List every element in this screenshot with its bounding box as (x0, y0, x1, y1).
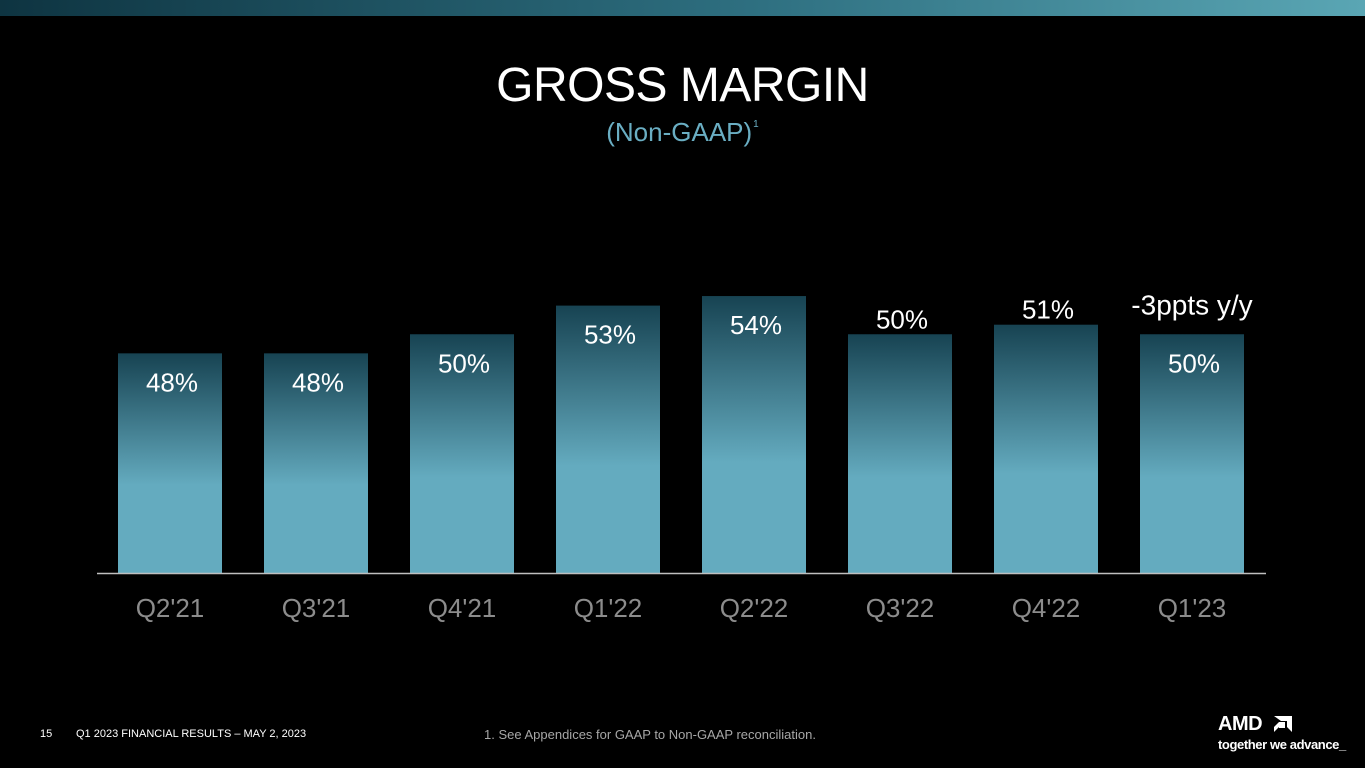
brand-tagline: together we advance_ (1218, 737, 1346, 752)
tick-label-Q4'21: Q4'21 (428, 593, 497, 623)
data-label-Q1'23: 50% (1168, 348, 1220, 378)
brand-wordmark: AMD (1218, 713, 1263, 735)
tick-label-Q2'22: Q2'22 (720, 593, 789, 623)
amd-logo: AMD together we advance_ (1218, 713, 1348, 757)
data-label-Q4'21: 50% (438, 348, 490, 378)
bar-Q3'21 (264, 353, 368, 573)
tick-label-Q3'21: Q3'21 (282, 593, 351, 623)
bar-Q2'21 (118, 353, 222, 573)
subtitle-text: (Non-GAAP) (606, 117, 753, 147)
bar-Q1'23 (1140, 334, 1244, 573)
bar-Q3'22 (848, 334, 952, 573)
top-accent-bar (0, 0, 1365, 16)
data-label-Q3'21: 48% (292, 367, 344, 397)
bar-Q4'22 (994, 324, 1098, 573)
tick-label-Q2'21: Q2'21 (136, 593, 205, 623)
data-label-Q2'22: 54% (730, 310, 782, 340)
bar-Q4'21 (410, 334, 514, 573)
amd-arrow-icon (1274, 716, 1292, 732)
page-number: 15 (40, 728, 53, 740)
annotation-yoy: -3ppts y/y (1131, 289, 1252, 320)
tick-label-Q4'22: Q4'22 (1012, 593, 1081, 623)
data-label-Q4'22: 51% (1022, 295, 1074, 325)
chart-title: GROSS MARGIN (496, 59, 869, 112)
bar-Q1'22 (556, 305, 660, 573)
footnote-marker: 1 (753, 119, 759, 130)
chart-subtitle: (Non-GAAP)1 (0, 117, 1365, 148)
tick-label-Q3'22: Q3'22 (866, 593, 935, 623)
data-label-Q3'22: 50% (876, 304, 928, 334)
tick-label-Q1'22: Q1'22 (574, 593, 643, 623)
deck-title: Q1 2023 FINANCIAL RESULTS – MAY 2, 2023 (76, 728, 307, 740)
bar-Q2'22 (702, 296, 806, 573)
tick-label-Q1'23: Q1'23 (1158, 593, 1227, 623)
data-label-Q2'21: 48% (146, 367, 198, 397)
data-label-Q1'22: 53% (584, 320, 636, 350)
footnote: 1. See Appendices for GAAP to Non-GAAP r… (484, 727, 816, 742)
